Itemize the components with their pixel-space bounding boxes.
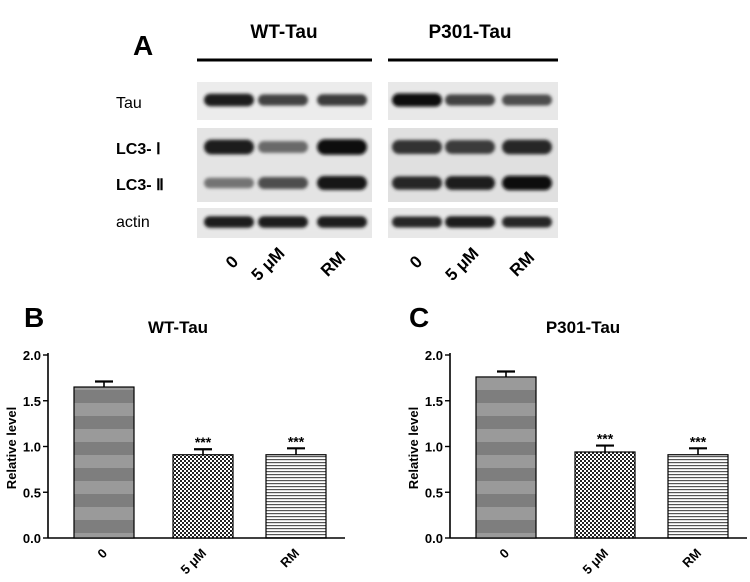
chart-b-category-label: 5 μM: [178, 546, 210, 578]
blot-strip-wt-lc3: [197, 128, 372, 202]
band-p301-tau-tau-lane-0: [392, 93, 442, 107]
chart-c-bar: [475, 376, 537, 539]
panel-a: A WT-Tau P301-Tau Tau LC3- Ⅰ LC3- Ⅱ acti…: [116, 22, 558, 285]
blot-strip-p301-lc3: [388, 128, 558, 202]
band-p301-tau-actin-lane-1: [445, 216, 495, 228]
chart-b-bar: [265, 454, 327, 539]
row-label-lc3-ii: LC3- Ⅱ: [116, 177, 164, 194]
band-wt-tau-lc3-ii-lane-2: [317, 175, 367, 191]
chart-b-ylabel: Relative level: [4, 407, 19, 489]
chart-b-ytick-label: 2.0: [23, 348, 41, 363]
row-label-actin: actin: [116, 214, 150, 231]
band-wt-tau-actin-lane-2: [317, 216, 367, 228]
chart-b-bar: [172, 454, 234, 539]
chart-b-ytick-label: 1.0: [23, 440, 41, 455]
group-label-wt: WT-Tau: [250, 22, 317, 43]
band-wt-tau-lc3-i-lane-2: [317, 139, 367, 155]
panel-b: B WT-Tau Relative level 0.00.51.01.52.00…: [4, 302, 345, 577]
band-p301-tau-lc3-i-lane-1: [445, 140, 495, 154]
chart-c-ylabel: Relative level: [406, 407, 421, 489]
chart-c-significance-label: ***: [597, 431, 614, 447]
band-wt-tau-lc3-i-lane-0: [204, 139, 254, 155]
band-wt-tau-lc3-i-lane-1: [258, 141, 308, 153]
band-wt-tau-tau-lane-1: [258, 94, 308, 106]
panel-c-label: C: [409, 302, 429, 333]
chart-c-ytick-label: 0.5: [425, 485, 443, 500]
chart-b-ytick-label: 0.0: [23, 531, 41, 546]
row-label-lc3-i: LC3- Ⅰ: [116, 141, 161, 158]
chart-b-category-label: 0: [94, 546, 110, 562]
band-p301-tau-lc3-i-lane-0: [392, 139, 442, 155]
chart-b-ytick-label: 1.5: [23, 394, 41, 409]
panel-c: C P301-Tau Relative level 0.0 0.5 1.0 1.5 2.…: [406, 302, 747, 577]
chart-c-category-label: RM: [679, 546, 704, 571]
panel-a-label: A: [133, 30, 153, 61]
chart-b-title: WT-Tau: [148, 318, 208, 337]
chart-b-significance-label: ***: [195, 434, 212, 450]
chart-c-ytick-label: 0.0: [425, 531, 443, 546]
chart-b-category-label: RM: [277, 546, 302, 571]
lane-label-wt-0: 0: [222, 252, 242, 272]
chart-c-significance-label: ***: [690, 433, 707, 449]
chart-c-category-label: 5 μM: [580, 546, 612, 578]
row-label-tau: Tau: [116, 95, 142, 112]
lane-label-wt-5um: 5 μM: [248, 244, 289, 285]
blot-bands: [204, 93, 552, 228]
band-p301-tau-lc3-ii-lane-2: [502, 175, 552, 191]
band-p301-tau-actin-lane-2: [502, 216, 552, 228]
band-p301-tau-tau-lane-2: [502, 94, 552, 106]
chart-b-plot: 0.0 0.5 1.0 1.5 2.0 0 *** 5 μM *** RM: [23, 348, 345, 577]
chart-c-plot: 0.0 0.5 1.0 1.5 2.0 0 *** 5 μM *** RM: [425, 348, 747, 577]
band-wt-tau-lc3-ii-lane-0: [204, 177, 254, 189]
chart-c-ytick-label: 1.5: [425, 394, 443, 409]
group-label-p301: P301-Tau: [428, 22, 511, 43]
band-p301-tau-actin-lane-0: [392, 216, 442, 228]
band-wt-tau-tau-lane-0: [204, 93, 254, 107]
band-p301-tau-lc3-i-lane-2: [502, 139, 552, 155]
chart-c-ytick-label: 1.0: [425, 440, 443, 455]
chart-c-bar: [667, 454, 729, 539]
band-wt-tau-actin-lane-1: [258, 216, 308, 228]
lane-label-p301-rm: RM: [506, 248, 538, 280]
lane-label-p301-0: 0: [406, 252, 426, 272]
chart-c-bar: [574, 451, 636, 539]
band-wt-tau-actin-lane-0: [204, 216, 254, 228]
lane-label-wt-rm: RM: [317, 248, 349, 280]
chart-c-ytick-label: 2.0: [425, 348, 443, 363]
band-p301-tau-tau-lane-1: [445, 94, 495, 106]
panel-b-label: B: [24, 302, 44, 333]
band-p301-tau-lc3-ii-lane-0: [392, 176, 442, 190]
band-wt-tau-lc3-ii-lane-1: [258, 177, 308, 189]
band-wt-tau-tau-lane-2: [317, 94, 367, 106]
chart-c-category-label: 0: [496, 546, 512, 562]
chart-b-bar: [73, 386, 135, 539]
chart-b-significance-label: ***: [288, 433, 305, 449]
chart-b-ytick-label: 0.5: [23, 485, 41, 500]
band-p301-tau-lc3-ii-lane-1: [445, 176, 495, 190]
lane-label-p301-5um: 5 μM: [442, 244, 483, 285]
chart-c-title: P301-Tau: [546, 318, 620, 337]
